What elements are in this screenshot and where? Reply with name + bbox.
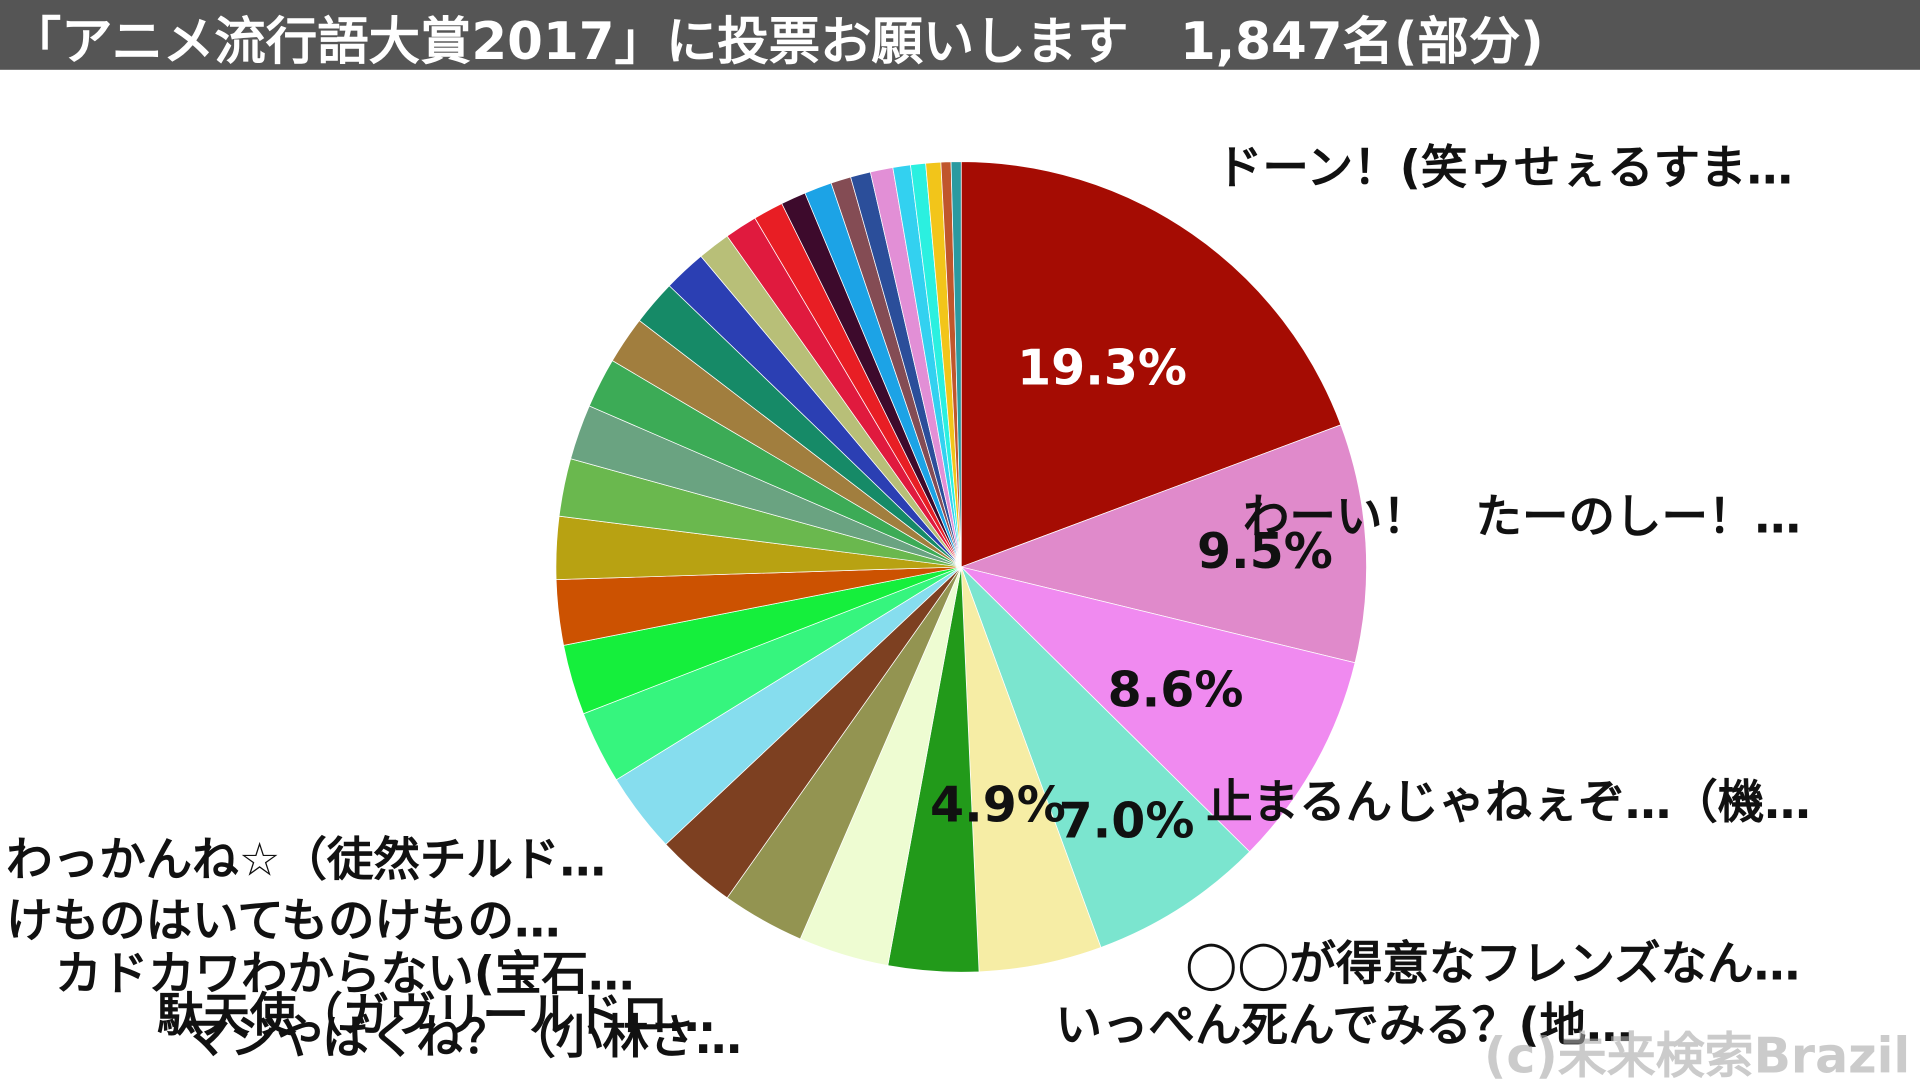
watermark: (c)未来検索Brazil [1484,1028,1910,1080]
category-label: けものはいてものけもの… [6,894,560,948]
category-label: わーい！ たーのしー！… [1243,490,1801,544]
labels: ドーン！(笑ゥせぇるすま… わーい！ たーのしー！… 止まるんじゃねぇぞ…（機… ◯◯… [6,141,1811,1064]
pie-slice [950,161,962,567]
pie-slice [959,424,1367,664]
value-label: 7.0% [1059,793,1195,850]
category-label: いっぺん死んでみる？(地… [1056,998,1633,1052]
category-label: 駄天使（ガヴリールドロ… [157,988,715,1042]
category-label: わっかんね☆（徒然チルド… [6,833,606,887]
category-label: カドカワわからない(宝石… [55,946,634,1000]
pie [555,161,1367,973]
pie-slice [960,566,1251,948]
pie-slice [960,161,1342,568]
pie-slice [960,566,1356,853]
value-label: 19.3% [1017,339,1187,396]
title-bar [0,0,1920,70]
category-label: ◯◯が得意なフレンズなん… [1185,937,1800,992]
category-label: ドーン！(笑ゥせぇるすま… [1216,141,1793,195]
category-label: マジやばくね？（小林さ… [184,1010,742,1064]
value-label: 4.9% [930,777,1066,834]
chart-title: 「アニメ流行語大賞2017」に投票お願いします 1,847名(部分) [10,12,1544,72]
category-label: 止まるんじゃねぇぞ…（機… [1206,775,1811,829]
value-label: 8.6% [1108,662,1244,719]
value-label: 9.5% [1197,523,1333,580]
